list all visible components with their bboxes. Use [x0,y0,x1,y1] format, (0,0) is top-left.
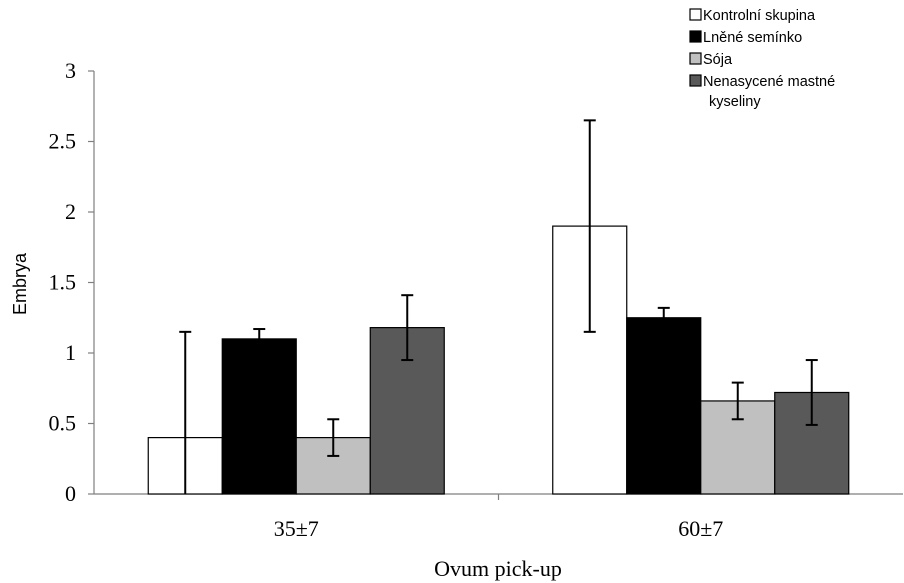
error-bars [179,119,818,494]
bars [147,225,850,495]
legend-label: Kontrolní skupina [703,8,816,24]
x-axis: 35±7 60±7 [94,493,903,541]
y-tick-label: 0.5 [49,411,77,436]
bar [626,317,702,495]
y-axis-title: Embrya [10,252,30,315]
bar [295,437,371,495]
bar [221,338,297,495]
y-tick-label: 3 [65,58,76,83]
legend-swatch [689,30,702,43]
legend-label: Lněné semínko [703,30,802,46]
legend-label: Sója [703,52,733,68]
legend: Kontrolní skupina Lněné semínko Sója Nenasy… [689,8,835,110]
legend-swatch [689,52,702,65]
y-tick-label: 2 [65,199,76,224]
x-axis-title: Ovum pick-up [434,556,562,581]
legend-label: kyseliny [709,94,761,110]
y-tick-label: 1 [65,340,76,365]
x-category-label: 35±7 [274,516,319,541]
x-category-label: 60±7 [678,516,723,541]
legend-swatch [689,74,702,87]
y-tick-label: 1.5 [49,270,77,295]
y-axis: 0 0.5 1 1.5 2 2.5 3 [49,58,95,506]
legend-label: Nenasycené mastné [703,74,835,90]
y-tick-label: 2.5 [49,129,77,154]
legend-swatch [689,8,702,21]
y-tick-label: 0 [65,481,76,506]
